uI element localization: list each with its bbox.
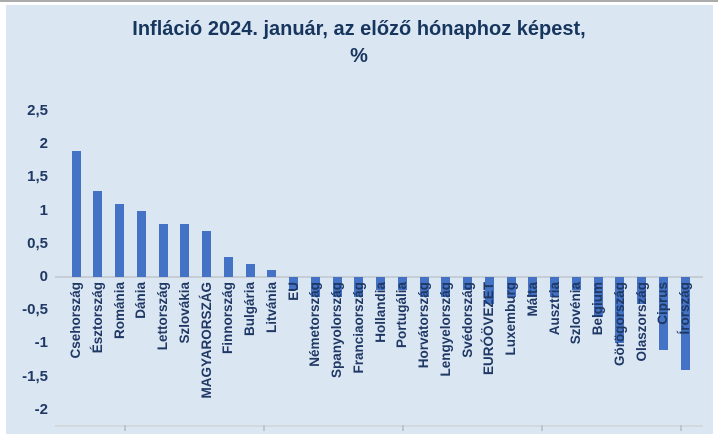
bar-Litvánia [267, 270, 277, 277]
y-axis-tick-label: 2,5 [27, 102, 48, 119]
bar-Szlovénia [571, 277, 581, 291]
category-label: Lettország [155, 282, 170, 351]
bar-Románia [115, 203, 124, 277]
bar-Csehország [71, 150, 81, 277]
category-label: Luxemburg [503, 282, 518, 356]
chart-title-line2: % [350, 45, 368, 67]
bar-Finnország [223, 257, 233, 277]
category-label: Ciprus [655, 282, 671, 325]
bar-Bulgária [245, 263, 255, 277]
category-label: Csehország [68, 282, 83, 359]
bar-Ausztria [550, 277, 559, 297]
category-label: Észtország [89, 282, 105, 354]
category-axis-tick [541, 425, 543, 431]
bar-EURÓÖVEZET [484, 277, 494, 304]
category-label: Spanyolország [329, 282, 344, 379]
bar-MAGYARORSZÁG [202, 230, 211, 277]
category-label: Görögország [611, 282, 627, 367]
y-axis-tick-label: 1,5 [27, 168, 48, 186]
bar-Spanyolország [332, 277, 342, 297]
chart-title-line1: Infláció 2024. január, az előző hónaphoz… [132, 18, 586, 40]
category-label: Hollandia [372, 282, 388, 343]
bar-Olaszország [637, 277, 646, 304]
bar-Írország [680, 277, 690, 370]
y-axis-tick-label: -1,5 [22, 367, 48, 385]
bar-Franciaország [354, 277, 364, 297]
category-label: Németország [307, 282, 323, 367]
bar-Németország [310, 277, 320, 297]
bar-Hollandia [376, 277, 385, 291]
y-axis-tick-label: -0,5 [22, 301, 48, 319]
category-axis-tick [124, 425, 126, 431]
bar-Szlovákia [180, 223, 190, 277]
category-label: Franciaország [350, 282, 366, 374]
category-label: Málta [524, 282, 540, 317]
y-axis-tick-label: -1 [34, 334, 48, 352]
category-label: Portugália [394, 282, 410, 349]
category-label: Horvátország [416, 282, 431, 369]
category-label: Belgium [590, 282, 605, 336]
category-axis-tick [402, 425, 404, 431]
bar-Ciprus [658, 277, 668, 351]
bar-Dánia [136, 210, 146, 277]
category-axis-tick [263, 425, 265, 431]
y-axis-tick-label: -2 [34, 400, 48, 418]
bar-Észtország [93, 190, 103, 277]
category-label: Írország [677, 282, 692, 335]
category-label: MAGYARORSZÁG [198, 282, 214, 399]
category-label: Románia [111, 282, 127, 340]
y-axis-tick-label: 2 [39, 135, 48, 153]
category-label: EURÓÖVEZET [481, 282, 497, 376]
y-axis-tick-label: 0,5 [27, 234, 48, 252]
bar-EU [289, 277, 298, 291]
category-label: Szlovénia [568, 282, 584, 345]
bar-Horvátország [419, 277, 429, 297]
bar-Málta [528, 277, 538, 297]
category-label: Olaszország [633, 282, 649, 362]
category-axis-tick [680, 425, 682, 431]
bar-Portugália [397, 277, 407, 291]
category-label: EU [285, 282, 301, 301]
category-label: Szlovákia [176, 282, 192, 344]
bar-Belgium [593, 277, 603, 317]
bar-Görögország [615, 277, 625, 344]
bar-Luxemburg [506, 277, 516, 297]
window-top-edge [0, 0, 718, 2]
category-label: Litvánia [263, 282, 279, 334]
category-label: Ausztria [546, 282, 562, 336]
y-axis-tick-label: 0 [39, 268, 48, 285]
category-label: Bulgária [242, 282, 257, 337]
bar-Svédország [463, 277, 472, 291]
y-axis-tick-label: 1 [39, 201, 48, 219]
category-label: Dánia [133, 282, 149, 319]
bar-Lengyelország [441, 277, 451, 297]
category-axis-line [55, 425, 703, 427]
category-label: Finnország [220, 282, 236, 355]
category-label: Svédország [459, 282, 475, 358]
chart-title: Infláció 2024. január, az előző hónaphoz… [0, 16, 718, 70]
bar-Lettország [158, 223, 168, 277]
category-label: Lengyelország [437, 282, 453, 377]
